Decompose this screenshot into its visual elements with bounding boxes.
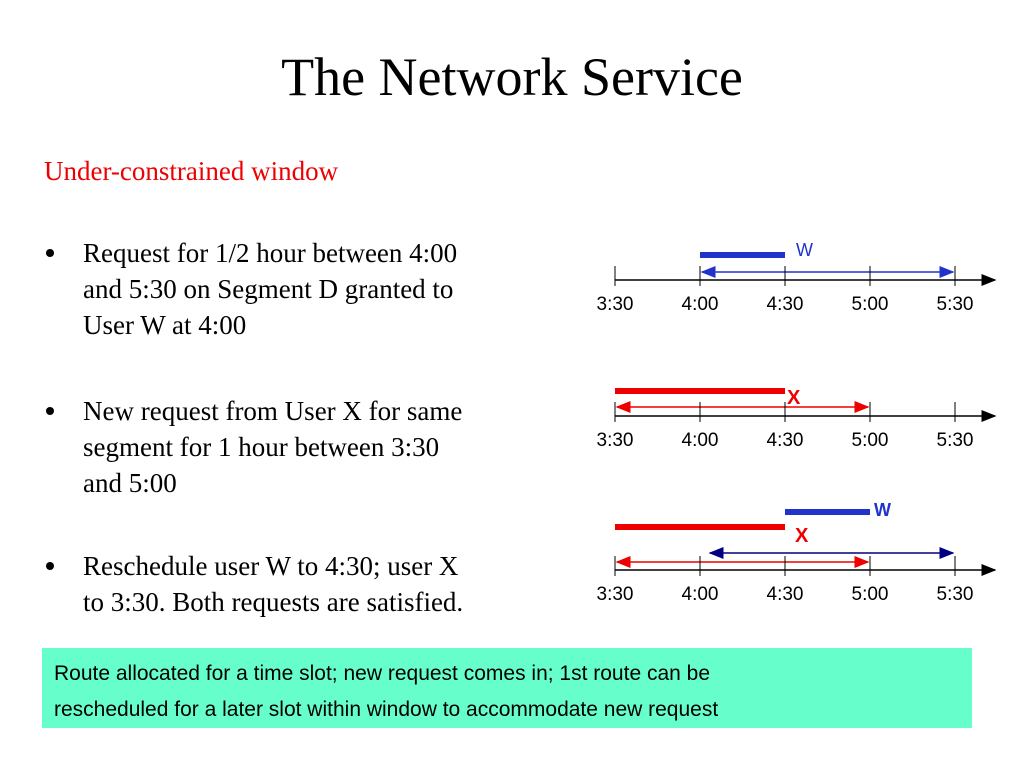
tick-label: 4:00 bbox=[682, 430, 719, 451]
note-box bbox=[42, 648, 972, 728]
subtitle: Under-constrained window bbox=[44, 156, 339, 186]
timeline: W X bbox=[615, 500, 997, 576]
bullet-text: Reschedule user W to 4:30; user X bbox=[83, 551, 459, 581]
tick-label: 5:00 bbox=[852, 584, 889, 605]
user-label: X bbox=[787, 387, 801, 409]
tick-label: 5:30 bbox=[937, 294, 974, 315]
tick-label: 4:30 bbox=[767, 430, 804, 451]
timeline: X bbox=[615, 387, 997, 422]
tick-label: 4:30 bbox=[767, 584, 804, 605]
tick-label: 5:00 bbox=[852, 430, 889, 451]
bullet-text: and 5:00 bbox=[83, 468, 177, 498]
bullet-text: and 5:30 on Segment D granted to bbox=[83, 274, 453, 304]
note-text: rescheduled for a later slot within wind… bbox=[54, 698, 718, 721]
timeline: W bbox=[615, 240, 997, 286]
tick-label: 3:30 bbox=[597, 584, 634, 605]
bullet-text: User W at 4:00 bbox=[83, 310, 246, 340]
note-text: Route allocated for a time slot; new req… bbox=[54, 662, 710, 685]
bullet-text: Request for 1/2 hour between 4:00 bbox=[83, 238, 457, 268]
title: The Network Service bbox=[281, 47, 743, 107]
tick-label: 5:30 bbox=[937, 584, 974, 605]
user-label: X bbox=[795, 525, 809, 547]
tick-label: 4:30 bbox=[767, 294, 804, 315]
bullet-text: to 3:30. Both requests are satisfied. bbox=[83, 587, 463, 617]
user-label: W bbox=[874, 500, 891, 520]
tick-label: 5:30 bbox=[937, 430, 974, 451]
user-label: W bbox=[796, 240, 813, 260]
tick-label: 5:00 bbox=[852, 294, 889, 315]
bullet-dot bbox=[46, 407, 54, 415]
tick-label: 3:30 bbox=[597, 430, 634, 451]
tick-label: 3:30 bbox=[597, 294, 634, 315]
tick-label: 4:00 bbox=[682, 294, 719, 315]
bullet-dot bbox=[46, 249, 54, 257]
bullet-text: New request from User X for same bbox=[83, 396, 462, 426]
tick-label: 4:00 bbox=[682, 584, 719, 605]
bullet-text: segment for 1 hour between 3:30 bbox=[83, 432, 439, 462]
bullet-dot bbox=[46, 562, 54, 570]
